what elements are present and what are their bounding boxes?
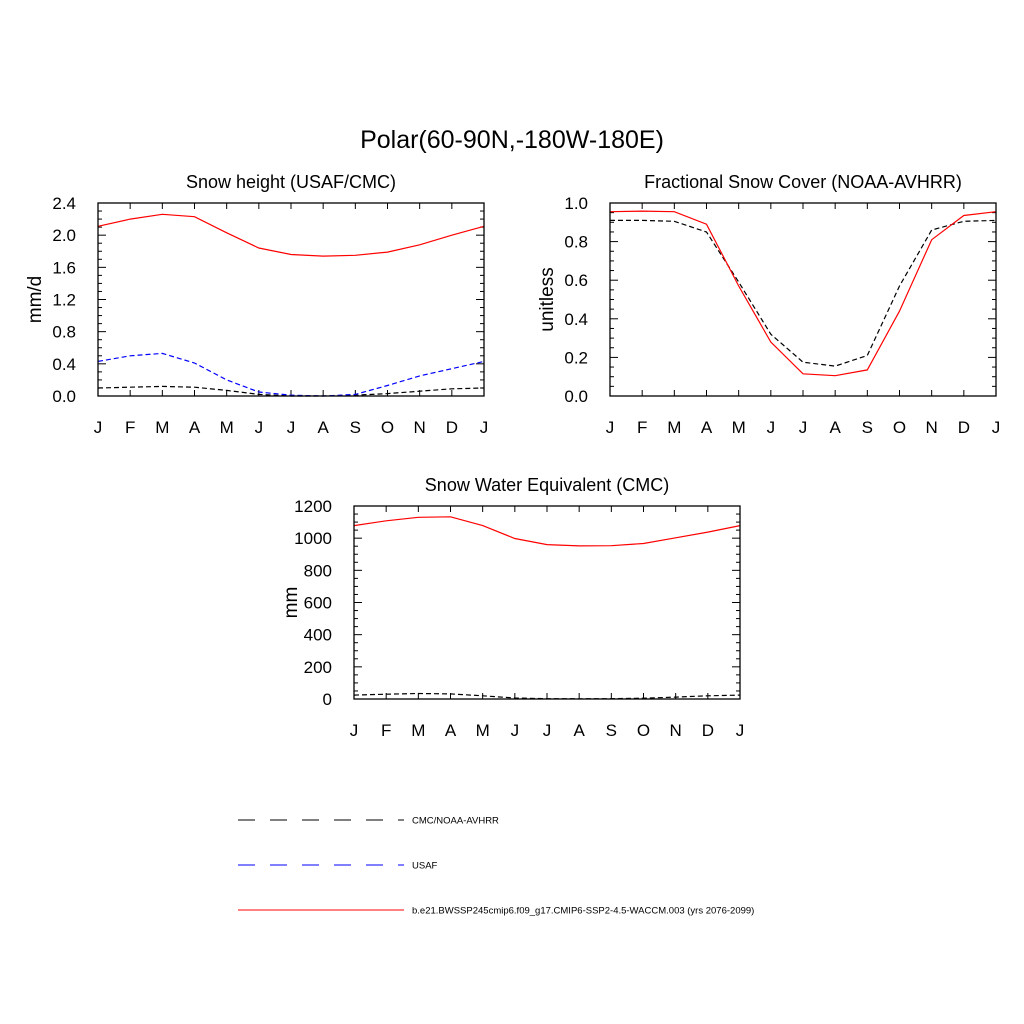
- x-tick-label: F: [637, 418, 647, 437]
- x-tick-label: A: [829, 418, 841, 437]
- x-tick-label: J: [287, 418, 296, 437]
- plot-frame: [97, 202, 485, 397]
- y-tick-label: 0: [323, 690, 332, 709]
- x-tick-label: J: [799, 418, 808, 437]
- x-tick-label: A: [189, 418, 201, 437]
- figure-title: Polar(60-90N,-180W-180E): [360, 126, 664, 154]
- x-tick-label: J: [480, 418, 489, 437]
- x-tick-label: S: [606, 721, 617, 740]
- y-tick-label: 0.4: [564, 310, 588, 329]
- series-line-b-e21-bwssp245cmip6-f09-g17-cmip6-ssp2-4: [353, 516, 741, 547]
- x-tick-label: J: [543, 721, 552, 740]
- y-tick-label: 1000: [294, 529, 332, 548]
- legend: CMC/NOAA-AVHRR USAF b.e21.BWSSP245cmip6.f0…: [238, 816, 754, 917]
- x-tick-label: J: [511, 721, 520, 740]
- x-tick-label: M: [667, 418, 681, 437]
- x-tick-label: J: [255, 418, 264, 437]
- y-axis-label: mm/d: [25, 276, 46, 324]
- x-tick-label: A: [445, 721, 457, 740]
- y-axis-label: unitless: [537, 267, 558, 331]
- panels: Snow height (USAF/CMC)mm/dJ F M A M J J A S O N D J0…: [25, 172, 1000, 740]
- x-tick-label: D: [958, 418, 970, 437]
- y-tick-label: 0.8: [564, 233, 588, 252]
- panel-title: Fractional Snow Cover (NOAA-AVHRR): [644, 172, 962, 192]
- y-tick-label: 600: [304, 594, 332, 613]
- x-tick-label: M: [155, 418, 169, 437]
- x-tick-label: N: [926, 418, 938, 437]
- y-tick-label: 0.8: [52, 323, 76, 342]
- x-tick-label: A: [317, 418, 329, 437]
- y-tick-label: 2.0: [52, 226, 76, 245]
- plot-frame: [609, 202, 997, 397]
- x-tick-label: J: [606, 418, 615, 437]
- panel-title: Snow height (USAF/CMC): [186, 172, 396, 192]
- series-line-cmc-noaa-avhrr: [610, 219, 997, 367]
- x-tick-label: S: [350, 418, 361, 437]
- panel-snow-cover: Fractional Snow Cover (NOAA-AVHRR) unitle…: [537, 172, 1000, 437]
- x-tick-label: M: [220, 418, 234, 437]
- x-tick-label: D: [446, 418, 458, 437]
- x-tick-label: J: [767, 418, 776, 437]
- y-tick-label: 0.0: [52, 387, 76, 406]
- x-tick-label: N: [670, 721, 682, 740]
- y-axis-label: mm: [281, 587, 302, 619]
- x-tick-label: A: [701, 418, 713, 437]
- plot-frame: [353, 505, 741, 700]
- x-tick-label: F: [381, 721, 391, 740]
- y-tick-label: 200: [304, 658, 332, 677]
- y-tick-label: 400: [304, 626, 332, 645]
- legend-label: CMC/NOAA-AVHRR: [412, 816, 499, 827]
- y-tick-label: 0.4: [52, 355, 76, 374]
- panel-snow-height: Snow height (USAF/CMC)mm/dJ F M A M J J A S O N D J0…: [25, 172, 488, 437]
- x-tick-label: J: [94, 418, 103, 437]
- legend-label: b.e21.BWSSP245cmip6.f09_g17.CMIP6-SSP2-4…: [412, 906, 754, 917]
- y-tick-label: 1.0: [564, 194, 588, 213]
- x-tick-label: J: [992, 418, 1001, 437]
- x-tick-label: D: [702, 721, 714, 740]
- panel-title: Snow Water Equivalent (CMC): [425, 475, 669, 495]
- x-tick-label: J: [350, 721, 359, 740]
- legend-label: USAF: [412, 861, 438, 872]
- series-line-usaf: [97, 352, 485, 397]
- x-tick-label: O: [381, 418, 394, 437]
- y-tick-label: 1.6: [52, 258, 76, 277]
- x-tick-label: F: [125, 418, 135, 437]
- y-tick-label: 2.4: [52, 194, 76, 213]
- x-tick-label: N: [414, 418, 426, 437]
- y-tick-label: 0.0: [564, 387, 588, 406]
- y-tick-label: 1.2: [52, 291, 76, 310]
- series-line-b-e21-bwssp245cmip6-f09-g17-cmip6-ssp2-4: [609, 210, 997, 377]
- x-tick-label: M: [732, 418, 746, 437]
- x-tick-label: A: [573, 721, 585, 740]
- y-tick-label: 800: [304, 561, 332, 580]
- y-tick-label: 0.2: [564, 348, 588, 367]
- x-tick-label: M: [411, 721, 425, 740]
- x-tick-label: S: [862, 418, 873, 437]
- panel-swe: Snow Water Equivalent (CMC)mmJ F M A M J J A S O N…: [281, 475, 744, 740]
- series-line-b-e21-bwssp245cmip6-f09-g17-cmip6-ssp2-4: [97, 213, 485, 257]
- y-tick-label: 0.6: [564, 271, 588, 290]
- x-tick-label: O: [637, 721, 650, 740]
- x-tick-label: M: [476, 721, 490, 740]
- x-tick-label: J: [736, 721, 745, 740]
- y-tick-label: 1200: [294, 497, 332, 516]
- x-tick-label: O: [893, 418, 906, 437]
